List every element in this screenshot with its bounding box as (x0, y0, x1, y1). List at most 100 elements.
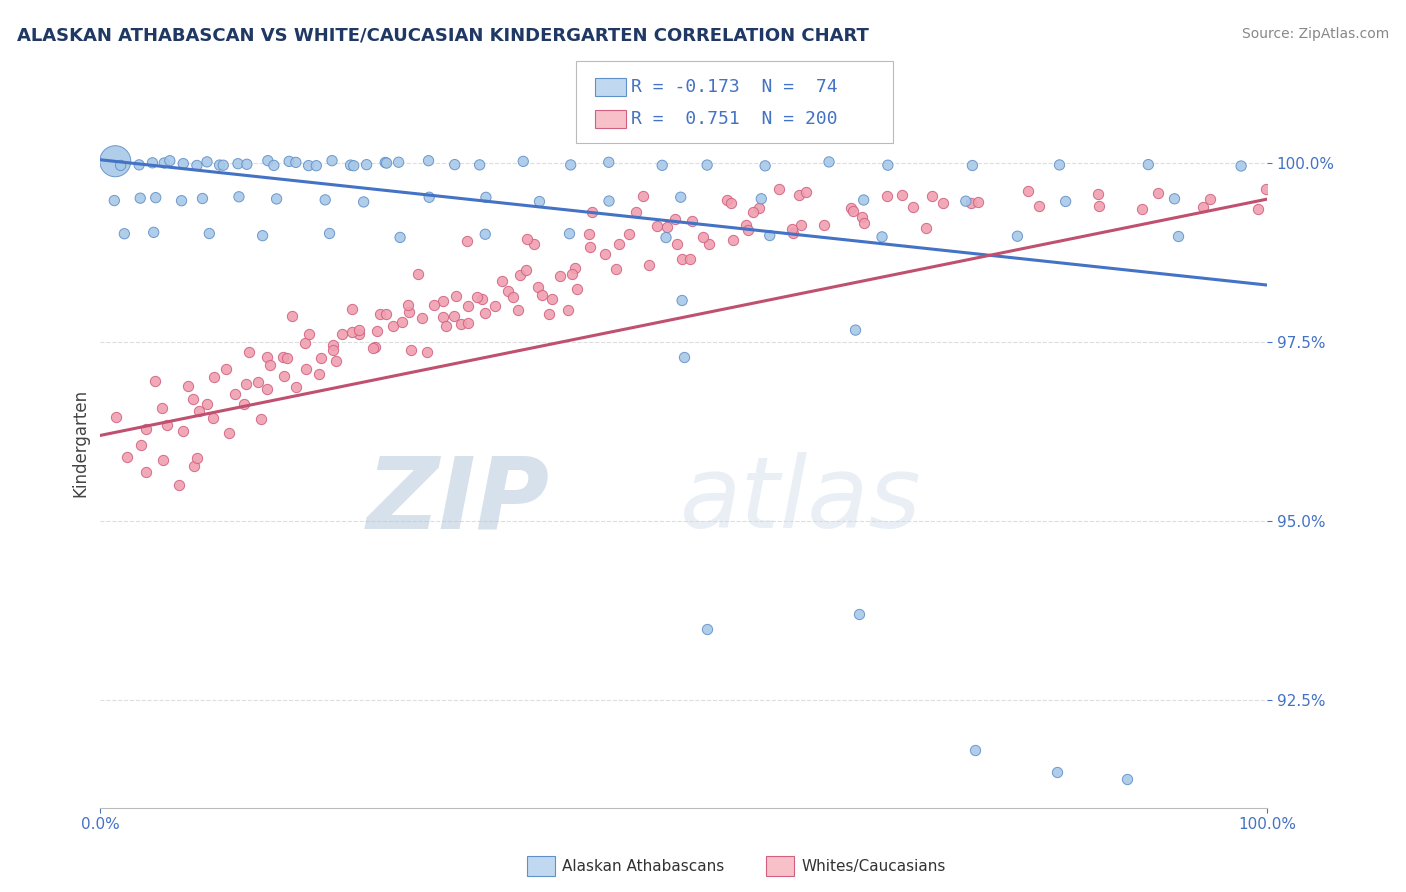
Point (181, 392, 204, 406)
Point (960, 196, 983, 211)
Point (153, 156, 176, 170)
Point (723, 234, 745, 248)
Point (259, 358, 281, 372)
Point (226, 157, 249, 171)
Point (103, 194, 125, 208)
Point (527, 280, 550, 294)
Point (278, 154, 301, 169)
Point (921, 188, 943, 202)
Point (432, 293, 454, 308)
Point (839, 201, 862, 215)
Point (841, 204, 863, 219)
Point (115, 450, 138, 465)
Point (1247, 202, 1270, 216)
Point (135, 465, 157, 479)
Point (818, 155, 841, 169)
Point (423, 298, 446, 312)
Point (228, 190, 250, 204)
Point (1017, 184, 1039, 198)
Point (281, 309, 304, 323)
Point (232, 397, 254, 411)
Point (340, 302, 363, 317)
Point (541, 292, 564, 306)
Point (813, 218, 835, 232)
Point (212, 158, 235, 172)
Point (651, 158, 673, 172)
Point (1116, 772, 1139, 786)
Point (679, 252, 702, 266)
Text: ALASKAN ATHABASCAN VS WHITE/CAUCASIAN KINDERGARTEN CORRELATION CHART: ALASKAN ATHABASCAN VS WHITE/CAUCASIAN KI… (17, 27, 869, 45)
Point (322, 338, 344, 352)
Point (681, 214, 703, 228)
Point (401, 343, 423, 358)
Point (112, 227, 135, 241)
Point (150, 401, 173, 416)
Point (389, 230, 412, 244)
Point (353, 194, 375, 209)
Point (965, 743, 987, 757)
Text: atlas: atlas (679, 452, 921, 549)
Point (276, 351, 298, 365)
Point (152, 453, 174, 467)
Point (374, 307, 396, 321)
Point (343, 159, 366, 173)
Text: ZIP: ZIP (367, 452, 550, 549)
Point (491, 274, 513, 288)
Point (735, 219, 758, 233)
Point (364, 340, 387, 354)
Point (561, 268, 583, 282)
Point (208, 158, 231, 172)
Point (1049, 158, 1071, 172)
Point (305, 159, 328, 173)
Point (408, 267, 430, 281)
Point (169, 478, 191, 492)
Point (844, 323, 866, 337)
Point (593, 247, 616, 261)
Point (218, 426, 240, 441)
Point (1007, 229, 1029, 244)
Point (529, 194, 551, 209)
Point (506, 303, 529, 318)
Point (560, 158, 582, 172)
Point (870, 230, 893, 244)
Point (330, 327, 353, 342)
Point (1230, 159, 1253, 173)
Point (295, 362, 318, 376)
Point (655, 230, 678, 244)
Point (737, 223, 759, 237)
Point (558, 227, 581, 241)
Point (664, 211, 686, 226)
Point (375, 156, 398, 170)
Point (484, 299, 506, 313)
Point (692, 229, 714, 244)
Point (201, 410, 224, 425)
Point (177, 379, 200, 393)
Point (321, 153, 343, 168)
Point (443, 309, 465, 323)
Text: Whites/Caucasians: Whites/Caucasians (801, 859, 946, 873)
Point (671, 293, 693, 308)
Point (748, 201, 770, 215)
Point (962, 159, 984, 173)
Point (790, 218, 813, 232)
Point (314, 193, 336, 207)
Point (308, 367, 330, 381)
Point (696, 622, 718, 636)
Point (498, 285, 520, 299)
Point (271, 350, 294, 364)
Point (285, 379, 308, 393)
Point (1147, 186, 1170, 201)
Point (502, 290, 524, 304)
Point (1167, 229, 1189, 244)
Point (374, 155, 396, 169)
Point (172, 424, 194, 438)
Point (361, 341, 384, 355)
Point (749, 192, 772, 206)
Point (322, 343, 344, 357)
Point (787, 188, 810, 202)
Point (381, 318, 404, 333)
Point (418, 190, 440, 204)
Point (851, 210, 873, 224)
Point (128, 158, 150, 172)
Point (512, 154, 534, 169)
